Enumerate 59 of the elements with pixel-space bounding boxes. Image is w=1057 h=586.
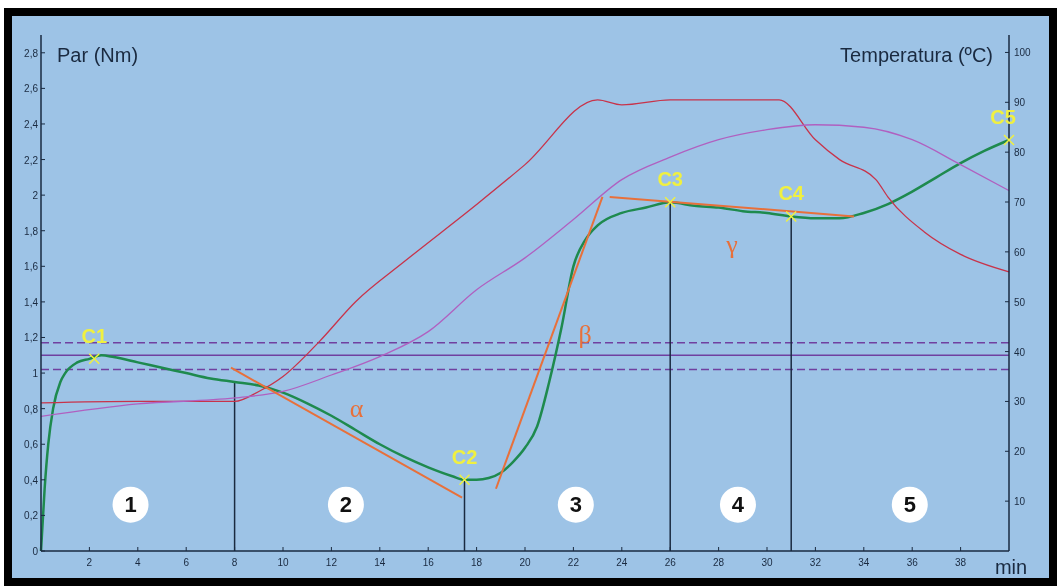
x-tick-label: 20 [519, 557, 531, 568]
y-tick-label: 1,6 [24, 261, 39, 273]
y2-tick-label: 20 [1014, 446, 1026, 458]
x-tick-label: 4 [135, 557, 142, 568]
annotation: C3 [657, 168, 683, 191]
annotation: β [578, 319, 592, 349]
y-tick-label: 2,4 [24, 118, 39, 130]
y-tick-label: 0 [32, 546, 39, 557]
x-tick-label: 34 [858, 557, 870, 568]
y2-tick-label: 10 [1014, 496, 1026, 508]
y-tick-label: 0,8 [24, 403, 39, 415]
x-tick-label: 32 [809, 557, 822, 568]
y-tick-label: 2,8 [24, 47, 39, 59]
y-tick-label: 1 [32, 368, 39, 380]
y-tick-label: 1,8 [24, 225, 39, 237]
x-tick-label: 36 [906, 557, 919, 568]
x-tick-label: 16 [422, 557, 435, 568]
y2-tick-label: 50 [1014, 296, 1026, 308]
y-axis-title: Par (Nm) [57, 44, 139, 66]
x-tick-label: 24 [616, 557, 628, 568]
y-tick-label: 2,2 [24, 154, 39, 166]
x-tick-label: 26 [664, 557, 677, 568]
annotation: 3 [569, 491, 582, 517]
annotation: 4 [731, 491, 745, 517]
y2-tick-label: 60 [1014, 246, 1026, 258]
x-tick-label: 18 [471, 557, 483, 568]
x-tick-label: 30 [761, 557, 773, 568]
x-tick-label: 14 [374, 557, 386, 568]
y-tick-label: 0,6 [24, 439, 39, 451]
y-tick-label: 0,4 [24, 474, 39, 486]
y2-tick-label: 30 [1014, 396, 1026, 408]
annotation: 1 [124, 491, 137, 517]
x-tick-label: 22 [567, 557, 580, 568]
y-tick-label: 2,6 [24, 83, 39, 95]
annotation: 2 [339, 491, 353, 517]
annotation: γ [725, 229, 738, 259]
x-tick-label: 6 [183, 557, 190, 568]
y-tick-label: 2 [32, 190, 39, 202]
annotation: C2 [451, 445, 478, 468]
annotation: C1 [81, 324, 108, 347]
x-axis-title: min [994, 556, 1028, 578]
y2-tick-label: 80 [1014, 147, 1026, 159]
y-tick-label: 0,2 [24, 510, 39, 522]
y-tick-label: 1,4 [24, 296, 39, 308]
x-tick-label: 2 [86, 557, 93, 568]
y2-tick-label: 40 [1014, 346, 1026, 358]
y2-tick-label: 100 [1014, 47, 1032, 59]
y2-tick-label: 90 [1014, 97, 1026, 109]
x-tick-label: 8 [231, 557, 238, 568]
y2-tick-label: 70 [1014, 197, 1026, 209]
annotation: 5 [903, 491, 916, 517]
y2-axis-title: Temperatura (ºC) [840, 44, 993, 66]
x-tick-label: 12 [325, 557, 338, 568]
x-tick-label: 10 [277, 557, 289, 568]
x-tick-label: 38 [955, 557, 967, 568]
annotation: α [349, 393, 364, 423]
x-tick-label: 28 [713, 557, 725, 568]
y-tick-label: 1,2 [24, 332, 39, 344]
annotation: C4 [778, 182, 805, 205]
